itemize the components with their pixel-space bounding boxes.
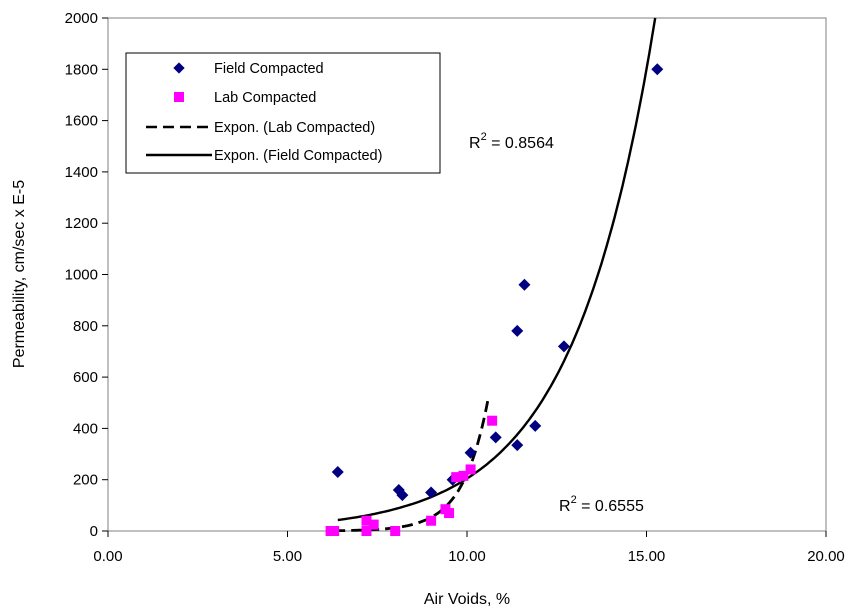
x-tick-label: 5.00 <box>273 548 302 565</box>
y-tick-label: 200 <box>73 472 98 489</box>
r2-annotation-lab: R2 = 0.6555 <box>559 494 644 515</box>
field-point <box>464 446 477 459</box>
y-tick-label: 1600 <box>65 113 98 130</box>
y-tick-label: 800 <box>73 318 98 335</box>
data-points <box>325 63 664 536</box>
lab-point <box>458 470 469 481</box>
field-point <box>518 278 531 291</box>
field-point <box>511 439 524 452</box>
legend-label-lab-fit: Expon. (Lab Compacted) <box>214 120 375 136</box>
field-point <box>396 489 409 502</box>
x-axis: 0.00 5.00 10.00 15.00 20.00 <box>93 531 845 565</box>
x-tick-label: 10.00 <box>448 548 486 565</box>
field-point <box>651 63 664 76</box>
x-axis-title: Air Voids, % <box>424 591 510 608</box>
y-tick-label: 0 <box>90 523 98 540</box>
r2-label-field: R <box>469 135 481 152</box>
r2-annotation-field: R2 = 0.8564 <box>469 131 554 152</box>
r2-label-lab: R <box>559 498 571 515</box>
svg-text:R2 = 0.8564: R2 = 0.8564 <box>469 131 554 152</box>
x-tick-label: 20.00 <box>807 548 845 565</box>
lab-point <box>451 472 462 483</box>
field-point <box>557 340 570 353</box>
y-tick-label: 600 <box>73 369 98 386</box>
lab-point <box>368 519 379 530</box>
trendlines <box>334 17 657 533</box>
legend-label-field: Field Compacted <box>214 61 324 77</box>
lab-point <box>444 508 455 519</box>
y-tick-label: 1400 <box>65 164 98 181</box>
trendline-field <box>337 17 657 522</box>
svg-text:R2 = 0.6555: R2 = 0.6555 <box>559 494 644 515</box>
field-point <box>511 324 524 337</box>
field-point <box>425 486 438 499</box>
y-tick-label: 400 <box>73 420 98 437</box>
y-axis-title: Permeability, cm/sec x E-5 <box>11 180 28 368</box>
lab-point <box>487 415 498 426</box>
y-tick-label: 1200 <box>65 215 98 232</box>
y-tick-label: 1000 <box>65 267 98 284</box>
lab-point <box>329 526 340 536</box>
field-point <box>529 419 542 432</box>
legend-marker-lab <box>174 92 184 102</box>
lab-point <box>390 526 401 536</box>
field-point <box>331 466 344 479</box>
legend-label-field-fit: Expon. (Field Compacted) <box>214 148 382 164</box>
r2-exp-lab: 2 <box>571 494 577 506</box>
lab-point <box>361 515 372 526</box>
r2-exp-field: 2 <box>481 131 487 143</box>
y-tick-label: 2000 <box>65 10 98 27</box>
r2-value-lab: = 0.6555 <box>577 498 644 515</box>
y-axis: 0 200 400 600 800 1000 1200 1400 1600 1800 2000 <box>65 10 108 540</box>
legend-box <box>125 52 441 174</box>
r2-value-field: = 0.8564 <box>487 135 554 152</box>
y-tick-label: 1800 <box>65 61 98 78</box>
x-tick-label: 15.00 <box>628 548 666 565</box>
x-tick-label: 0.00 <box>93 548 122 565</box>
field-point <box>489 431 502 444</box>
lab-point <box>426 515 437 526</box>
trendline-lab <box>334 396 490 533</box>
legend: Field Compacted Lab Compacted Expon. (La… <box>125 52 441 174</box>
legend-label-lab: Lab Compacted <box>214 90 316 106</box>
lab-point <box>361 526 372 536</box>
lab-point <box>465 464 476 475</box>
